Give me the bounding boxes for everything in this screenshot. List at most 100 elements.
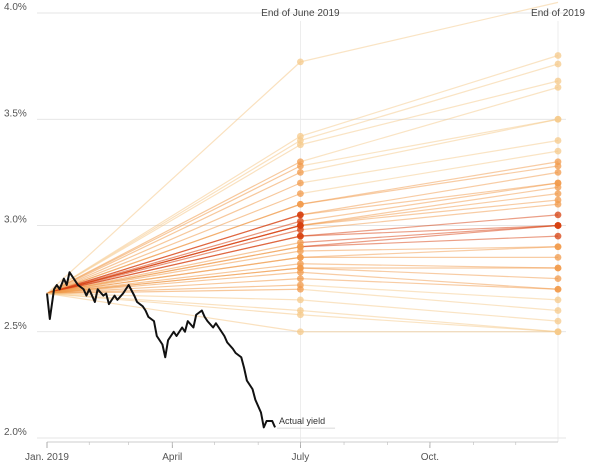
forecast-dot-june [296,179,304,187]
forecast-dot-june [296,211,304,219]
forecast-dot-year-end [554,183,562,191]
forecast-line-to-year-end [300,150,559,195]
forecast-line-to-june [46,288,301,295]
forecast-line-to-year-end [300,54,559,137]
forecast-dot-year-end [554,253,562,261]
forecast-line-to-year-end [300,86,559,163]
forecast-dot-year-end [554,211,562,219]
forecast-line-to-june [46,193,301,295]
forecast-dot-june [296,190,304,198]
forecast-dot-year-end [554,147,562,155]
forecast-line-to-year-end [300,263,559,269]
forecast-dot-year-end [554,77,562,85]
forecast-line-to-june [46,139,301,295]
forecast-line-to-year-end [300,193,559,227]
x-tick-label: April [162,452,182,463]
x-tick-label: July [291,452,309,463]
forecast-dot-year-end [554,60,562,68]
forecast-line-to-year-end [300,246,559,252]
forecast-dot-june [296,253,304,261]
forecast-dot-year-end [554,296,562,304]
forecast-line-to-year-end [300,278,559,290]
forecast-line-to-year-end [300,182,559,222]
forecast-line-to-year-end [300,309,559,333]
forecast-line-to-june [46,182,301,295]
forecast-line-to-june [46,235,301,295]
forecast-line-to-june [46,165,301,295]
forecast-line-to-year-end [300,224,559,248]
forecast-line-to-june [46,246,301,295]
forecast-dot-june [296,141,304,149]
y-axis-ticks: 4.0% 3.5% 3.0% 2.5% 2.0% [4,2,27,438]
forecast-line-to-year-end [300,271,559,290]
forecast-dot-year-end [554,328,562,336]
forecast-line-to-june [46,220,301,295]
y-tick-label: 4.0% [4,2,27,13]
forecast-line-to-year-end [300,314,559,333]
forecast-dot-june [296,275,304,283]
forecast-dot-year-end [554,222,562,229]
forecast-line-to-june [46,171,301,295]
forecast-line-to-year-end [300,63,559,142]
forecast-line-to-year-end [300,1,559,63]
column-labels: End of June 2019 End of 2019 [261,8,585,19]
forecast-dot-june [296,232,304,240]
forecast-line-to-year-end [300,118,559,173]
forecast-line-to-june [46,203,301,295]
forecast-line-to-june [46,229,301,295]
forecast-line-to-year-end [300,171,559,216]
forecast-line-to-year-end [300,203,559,231]
forecast-line-to-year-end [300,224,559,244]
forecast-line-to-year-end [300,288,559,312]
y-tick-label: 3.0% [4,215,27,226]
forecast-line-to-june [46,292,301,316]
forecast-line-to-year-end [300,186,559,227]
actual-yield-series [46,271,276,429]
forecast-dot-year-end [554,317,562,325]
forecast-line-to-june [46,135,301,295]
forecast-line-to-june [46,292,301,333]
column-label-year-end: End of 2019 [531,8,585,19]
forecast-dot-year-end [554,232,562,240]
forecast-dot-year-end [554,115,562,123]
actual-yield-label: Actual yield [279,416,325,426]
forecast-dot-year-end [554,137,562,144]
forecast-line-to-year-end [300,139,559,184]
forecast-dot-june [296,162,304,170]
forecast-line-to-year-end [300,299,559,322]
y-tick-label: 3.5% [4,108,27,119]
forecast-line-to-june [46,161,301,295]
forecast-line-to-june [46,61,301,294]
x-axis-ticks: Jan. 2019 April July Oct. [25,441,558,463]
forecast-line-to-june [46,256,301,295]
actual-yield-line [46,271,276,429]
forecast-dot-year-end [554,307,562,314]
forecast-line-to-june [46,144,301,295]
forecast-dot-june [296,247,304,255]
forecast-dot-year-end [554,200,562,208]
column-label-june: End of June 2019 [261,8,340,19]
forecast-dot-june [296,226,304,234]
forecast-dot-june [296,328,304,336]
y-tick-label: 2.0% [4,427,27,438]
forecast-line-to-june [46,292,301,312]
forecast-dot-year-end [554,285,562,293]
forecast-line-to-year-end [300,284,559,301]
forecast-dot-year-end [554,168,562,176]
forecast-dot-year-end [554,190,562,198]
forecast-dot-june [296,58,304,66]
forecast-dot-june [296,311,304,319]
forecast-line-to-june [46,284,301,295]
forecast-dot-june [296,296,304,304]
forecast-line-to-june [46,250,301,295]
forecast-line-to-year-end [300,246,559,258]
y-tick-label: 2.5% [4,321,27,332]
forecast-line-to-june [46,241,301,295]
forecast-line-to-year-end [300,199,559,227]
forecast-dot-year-end [554,243,562,251]
forecast-line-to-year-end [300,224,559,237]
annotations: Actual yield [277,416,336,429]
forecast-line-to-year-end [300,161,559,205]
